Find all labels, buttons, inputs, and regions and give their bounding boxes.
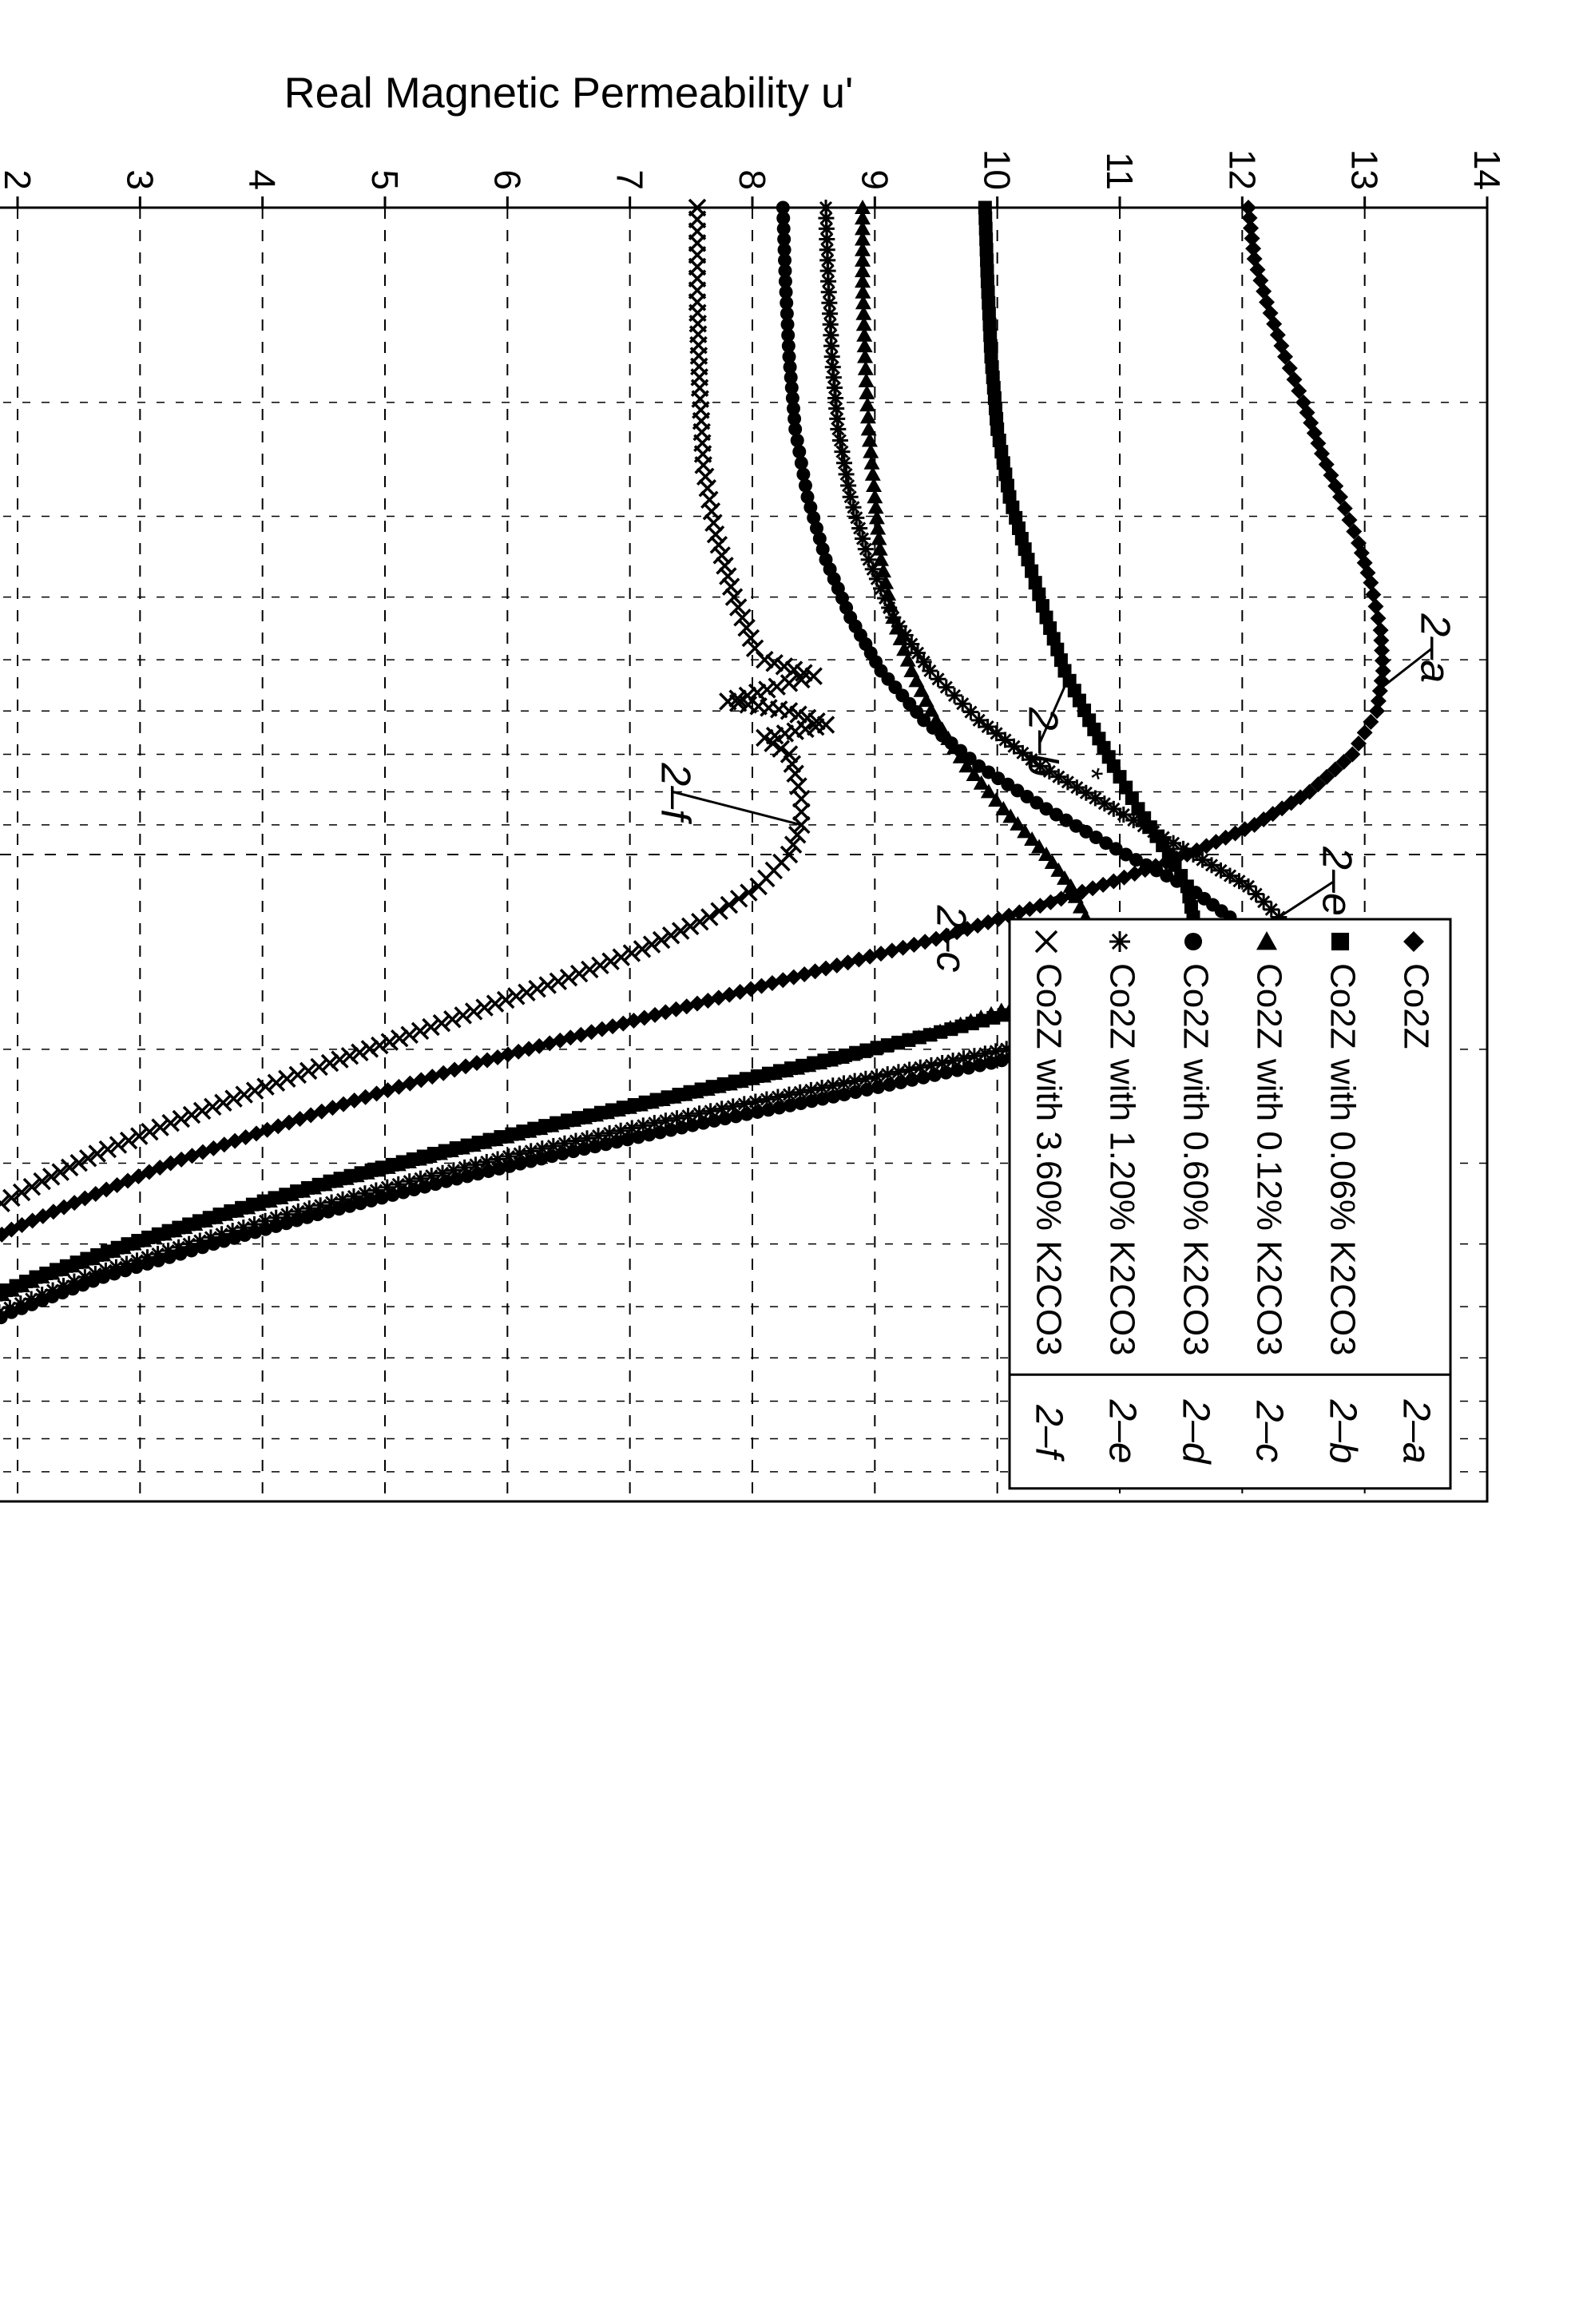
- svg-text:*: *: [1073, 767, 1109, 780]
- svg-text:Co2Z with 1.20% K2CO3: Co2Z with 1.20% K2CO3: [1102, 963, 1141, 1356]
- svg-text:7: 7: [609, 169, 651, 190]
- svg-text:2–b: 2–b: [1020, 707, 1066, 777]
- figure-container: -1012345678910111213140.1110Frequency, G…: [0, 0, 1591, 2324]
- svg-text:Co2Z with 3.60% K2CO3: Co2Z with 3.60% K2CO3: [1029, 963, 1068, 1356]
- svg-text:5: 5: [364, 169, 406, 190]
- svg-text:2: 2: [0, 169, 38, 190]
- svg-text:Real Magnetic Permeability u': Real Magnetic Permeability u': [284, 69, 854, 117]
- svg-text:2–d: 2–d: [1174, 1398, 1216, 1464]
- svg-text:Co2Z with 0.60% K2CO3: Co2Z with 0.60% K2CO3: [1176, 963, 1215, 1356]
- svg-text:2–a: 2–a: [1395, 1398, 1437, 1463]
- svg-text:2–c: 2–c: [1248, 1400, 1290, 1462]
- chart-svg: -1012345678910111213140.1110Frequency, G…: [0, 0, 1591, 2324]
- svg-text:12: 12: [1221, 149, 1263, 190]
- svg-text:2–a: 2–a: [1411, 613, 1458, 683]
- svg-text:8: 8: [732, 169, 773, 190]
- svg-text:Co2Z with 0.12% K2CO3: Co2Z with 0.12% K2CO3: [1249, 963, 1288, 1356]
- svg-text:Co2Z with 0.06% K2CO3: Co2Z with 0.06% K2CO3: [1323, 963, 1362, 1356]
- svg-text:2–f: 2–f: [653, 762, 699, 824]
- svg-text:Co2Z: Co2Z: [1396, 963, 1435, 1049]
- svg-text:2–e: 2–e: [1314, 846, 1360, 916]
- svg-text:14: 14: [1466, 149, 1508, 190]
- svg-text:2–e: 2–e: [1101, 1398, 1143, 1463]
- svg-text:4: 4: [242, 169, 284, 190]
- svg-text:2–b: 2–b: [1321, 1398, 1363, 1463]
- svg-text:11: 11: [1099, 152, 1141, 190]
- svg-text:13: 13: [1344, 149, 1386, 190]
- svg-text:10: 10: [977, 149, 1018, 190]
- svg-text:2–c: 2–c: [928, 905, 974, 973]
- svg-text:2–f: 2–f: [1027, 1404, 1069, 1461]
- svg-text:9: 9: [854, 169, 895, 190]
- svg-text:6: 6: [486, 169, 528, 190]
- svg-text:3: 3: [119, 169, 161, 190]
